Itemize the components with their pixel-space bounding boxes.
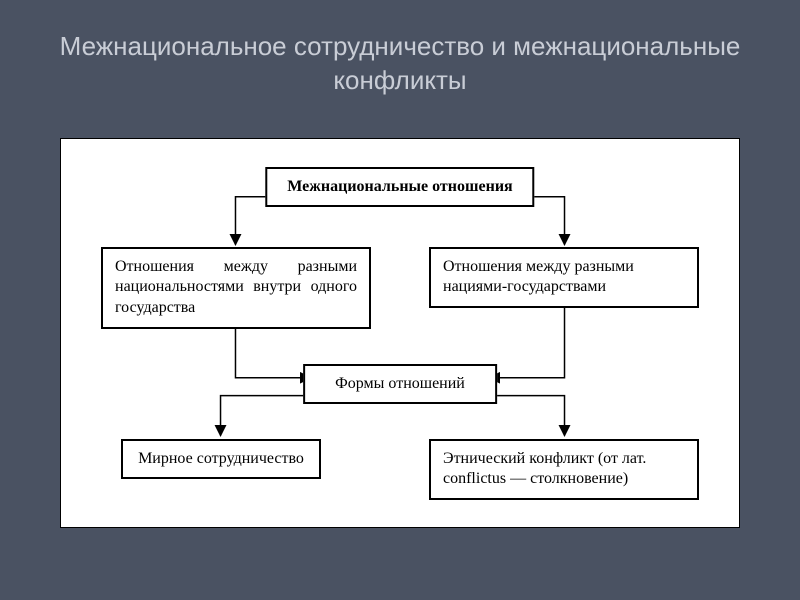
node-root-label: Межнациональные отношения xyxy=(287,178,512,195)
slide-title: Межнациональное сотрудничество и межнаци… xyxy=(0,30,800,98)
node-child-left-label: Отношения между разными национальностями… xyxy=(115,258,357,317)
node-root: Межнациональные отношения xyxy=(265,167,534,208)
node-leaf-left: Мирное сотрудничество xyxy=(121,439,321,480)
slide-title-area: Межнациональное сотрудничество и межнаци… xyxy=(0,0,800,118)
node-forms: Формы отношений xyxy=(303,364,497,405)
diagram: Межнациональные отношения Отношения межд… xyxy=(60,138,740,528)
node-leaf-right: Этнический конфликт (от лат. conflictus … xyxy=(429,439,699,501)
slide: Межнациональное сотрудничество и межнаци… xyxy=(0,0,800,600)
node-leaf-right-label: Этнический конфликт (от лат. conflictus … xyxy=(443,450,646,488)
node-child-left: Отношения между разными национальностями… xyxy=(101,247,371,329)
node-child-right-label: Отношения между разными нациями-государс… xyxy=(443,258,634,296)
node-leaf-left-label: Мирное сотрудничество xyxy=(138,450,304,467)
node-child-right: Отношения между разными нациями-государс… xyxy=(429,247,699,309)
node-forms-label: Формы отношений xyxy=(335,375,465,392)
